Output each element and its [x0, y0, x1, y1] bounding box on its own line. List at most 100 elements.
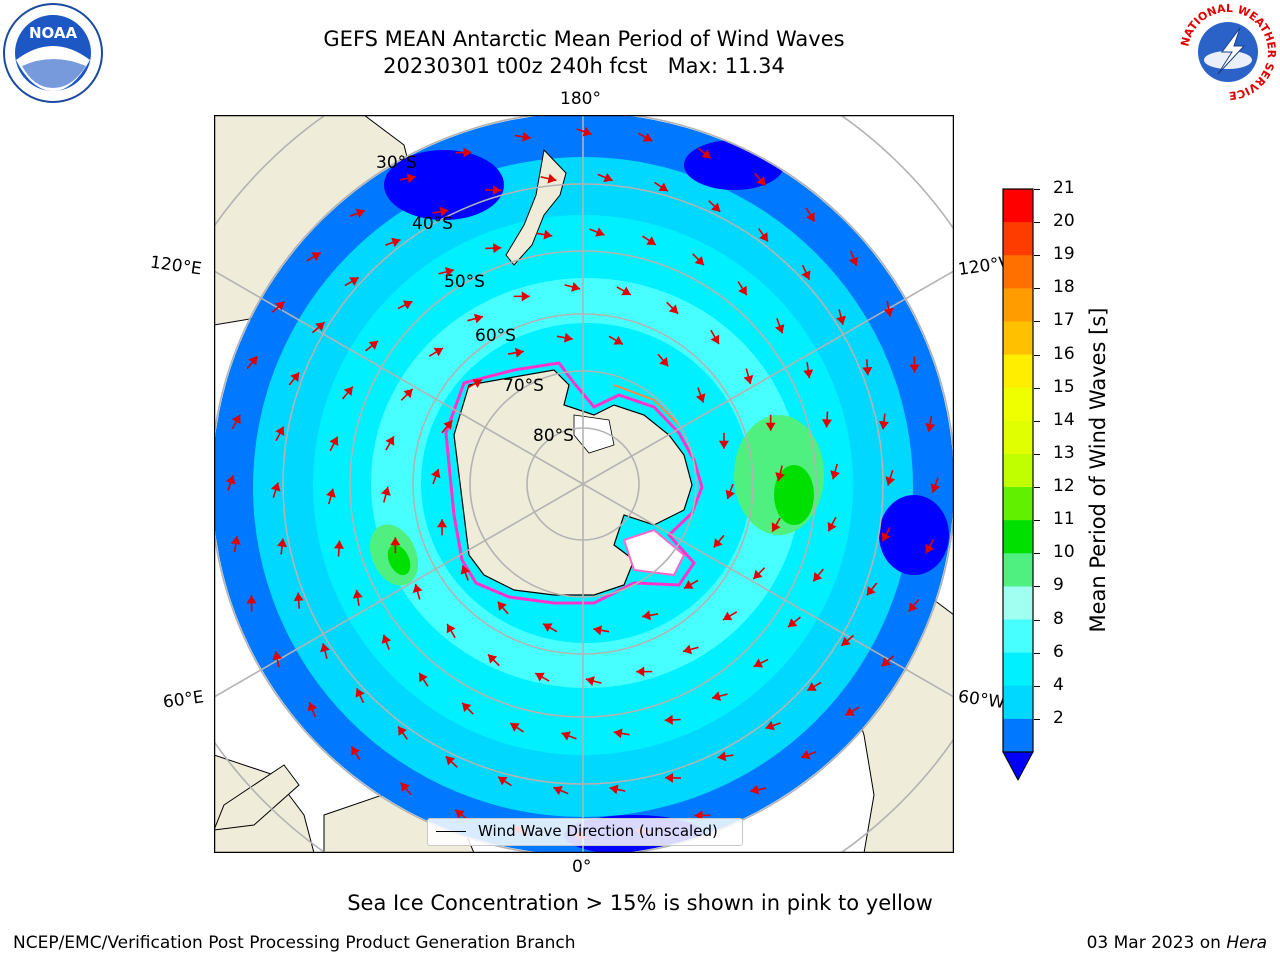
lat-label-70: 70°S	[503, 376, 544, 396]
noaa-wordmark: NOAA	[29, 24, 78, 42]
wind-arrow-head	[881, 532, 891, 542]
wind-arrow-head	[543, 229, 553, 240]
wind-arrow-head	[841, 636, 851, 646]
colorbar-band	[1003, 520, 1033, 554]
wind-arrow-head	[400, 782, 410, 792]
lon-label-60e: 60°E	[161, 687, 206, 713]
wind-arrow-head	[866, 586, 876, 596]
wind-arrow-head	[329, 436, 339, 447]
wind-arrow-head	[621, 286, 631, 296]
colorbar-band	[1003, 685, 1033, 720]
wind-arrow-head	[750, 784, 760, 795]
colorbar-tick-label: 4	[1053, 674, 1064, 695]
wind-arrow-head	[412, 584, 423, 594]
wind-arrow-head	[231, 414, 241, 425]
wind-arrow-head	[275, 426, 285, 436]
colorbar-tick-mark	[1034, 420, 1040, 422]
lat-label-60: 60°S	[475, 326, 516, 346]
wind-arrow-head	[463, 147, 472, 158]
colorbar-tick-mark	[1034, 619, 1040, 621]
colorbar-tick-mark	[1034, 718, 1040, 720]
wind-arrow-head	[381, 486, 391, 496]
wind-arrow-head	[270, 482, 281, 492]
wind-arrow-head	[381, 634, 392, 644]
wind-arrow-head	[419, 672, 428, 683]
wind-arrow-head	[498, 776, 508, 786]
colorbar-title: Mean Period of Wind Waves [s]	[1086, 307, 1110, 633]
wind-arrow-head	[609, 784, 619, 795]
wind-arrow-head	[492, 185, 502, 196]
colorbar-tick-label: 11	[1053, 509, 1075, 530]
wind-arrow-head	[225, 475, 236, 485]
wind-arrow-head	[595, 227, 605, 237]
sea-ice-edge	[444, 361, 704, 605]
wind-arrow-head	[355, 688, 365, 698]
wind-arrow-head	[664, 772, 674, 783]
legend-line-swatch	[436, 831, 466, 832]
wind-arrow-head	[433, 347, 444, 357]
wind-arrow-head	[272, 651, 283, 661]
colorbar-tick-label: 13	[1053, 442, 1075, 463]
wind-arrow-head	[406, 173, 416, 184]
wind-arrow-head	[830, 470, 840, 480]
map-title: GEFS MEAN Antarctic Mean Period of Wind …	[323, 27, 845, 51]
colorbar-tick-mark	[1034, 255, 1040, 257]
colorbar-tick-mark	[1034, 685, 1040, 687]
wind-arrow-head	[521, 291, 530, 302]
wind-arrow-head	[753, 658, 764, 668]
lat-label-30: 30°S	[376, 153, 417, 173]
colorbar-band	[1003, 487, 1033, 521]
wind-arrow-head	[883, 307, 894, 317]
colorbar-tick-label: 16	[1053, 343, 1075, 364]
wind-arrow-head	[315, 322, 325, 332]
colorbar-tick-label: 20	[1053, 211, 1075, 232]
wind-arrow-head	[695, 393, 706, 403]
wind-arrow-head	[563, 332, 573, 343]
wind-arrow-head	[391, 237, 401, 248]
wind-arrow-head	[462, 702, 472, 712]
wind-arrow-head	[230, 536, 241, 545]
colorbar-tick-label: 21	[1053, 178, 1075, 198]
colorbar-tick-label: 14	[1053, 409, 1075, 430]
wind-arrow-head	[543, 623, 553, 633]
wind-arrow-head	[311, 252, 321, 261]
wind-arrow-head	[307, 702, 318, 712]
wind-arrow-head	[613, 728, 623, 739]
wind-arrow-head	[717, 751, 727, 762]
wind-arrow-head	[694, 810, 703, 821]
wind-arrow-head	[684, 580, 694, 589]
wind-arrow-head	[431, 468, 441, 479]
wind-arrow-head	[402, 300, 413, 310]
wind-arrow-head	[658, 182, 668, 192]
wind-arrow-head	[444, 267, 454, 277]
wind-arrow-head	[712, 691, 722, 701]
colorbar-band	[1003, 288, 1033, 322]
graticule	[214, 115, 954, 853]
lat-label-40: 40°S	[412, 214, 453, 234]
wind-arrow-head	[334, 540, 345, 549]
wind-arrow-head	[806, 212, 815, 222]
map-subtitle: 20230301 t00z 240h fcst Max: 11.34	[383, 54, 785, 78]
wind-arrow-head	[881, 657, 891, 667]
wind-arrow-head	[445, 756, 455, 766]
colorbar-tick-label: 10	[1053, 542, 1075, 563]
wind-arrow-head	[718, 440, 729, 449]
wind-arrow-head	[642, 610, 651, 621]
colorbar-tick-label: 8	[1053, 608, 1064, 629]
colorbar-band	[1003, 255, 1033, 289]
wind-arrow-head	[925, 543, 935, 554]
wind-arrow-head	[487, 654, 498, 664]
wind-arrow-head	[756, 176, 766, 186]
colorbar-band	[1003, 222, 1033, 256]
wind-arrow-head	[443, 420, 453, 430]
wind-arrow-head	[515, 347, 524, 358]
wind-arrow-head	[801, 270, 811, 280]
wind-arrow-head	[701, 149, 711, 159]
wind-arrow-head	[636, 666, 645, 677]
wind-arrow-head	[725, 489, 735, 500]
wind-arrow-head	[320, 643, 330, 653]
wind-arrow-head	[355, 208, 365, 219]
wind-arrow-head	[390, 537, 401, 546]
wind-arrow-head	[446, 623, 456, 634]
colorbar-tick-mark	[1034, 586, 1040, 588]
